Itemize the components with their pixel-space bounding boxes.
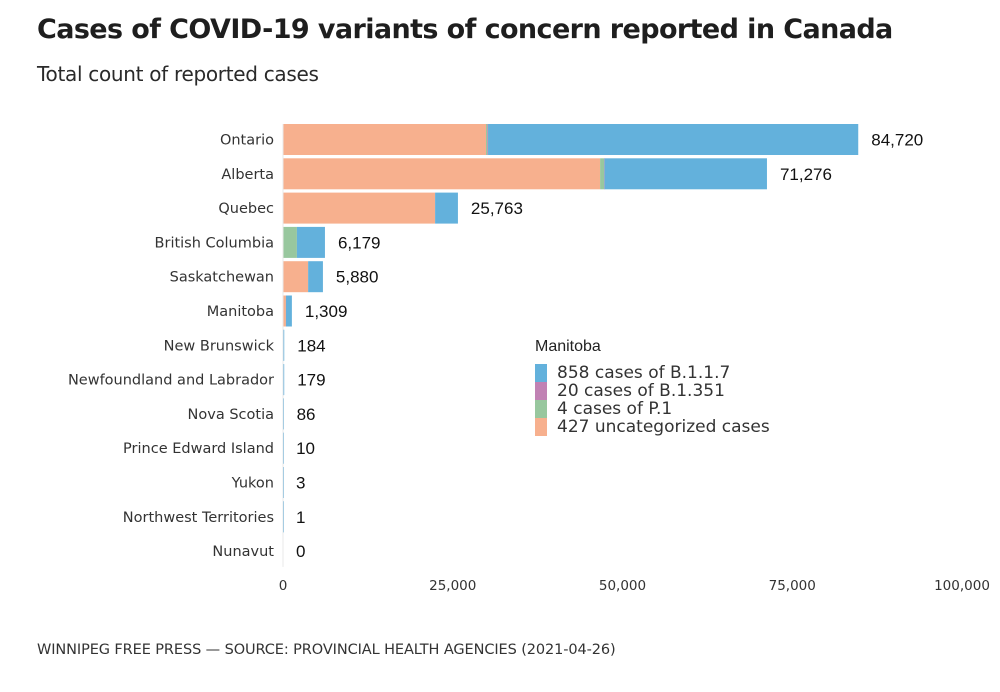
category-label-saskatchewan: Saskatchewan	[170, 270, 274, 286]
value-label-ontario: 84,720	[871, 131, 923, 150]
legend-swatch-uncategorized	[535, 418, 547, 436]
category-labels: Ontario Alberta Quebec British Columbia Sask…	[68, 133, 275, 561]
bar-british-columbia-b-1-1-7	[296, 226, 325, 258]
value-label-prince-edward-island: 10	[296, 439, 315, 458]
value-label-northwest-territories: 1	[296, 508, 305, 527]
value-label-yukon: 3	[296, 474, 305, 493]
category-label-prince-edward-island: Prince Edward Island	[123, 441, 274, 457]
value-label-nunavut: 0	[296, 542, 305, 561]
bar-ontario-b-1-351	[487, 124, 489, 155]
x-tick-label-3: 75,000	[769, 578, 816, 594]
bar-quebec-b-1-1-7	[435, 192, 458, 224]
x-tick-label-0: 0	[279, 578, 288, 594]
legend-item-uncategorized: 427 uncategorized cases	[535, 418, 770, 436]
value-labels: 84,720 71,276 25,763 6,179 5,880 1,309 184 179 8…	[296, 131, 923, 562]
bar-quebec-uncategorized	[283, 192, 436, 224]
legend-item-p1: 4 cases of P.1	[535, 400, 770, 418]
bar-ontario-uncategorized	[283, 124, 487, 155]
bar-saskatchewan-uncategorized	[283, 261, 309, 293]
value-label-manitoba: 1,309	[305, 302, 348, 321]
legend-label-p1: 4 cases of P.1	[557, 399, 673, 419]
category-label-newfoundland-and-labrador: Newfoundland and Labrador	[68, 373, 274, 389]
category-label-manitoba: Manitoba	[207, 304, 274, 320]
chart-title: Cases of COVID-19 variants of concern re…	[37, 14, 893, 45]
x-tick-label-2: 50,000	[599, 578, 646, 594]
legend-label-b117: 858 cases of B.1.1.7	[557, 363, 731, 383]
bar-alberta-b-1-1-7	[604, 158, 767, 190]
value-label-saskatchewan: 5,880	[336, 268, 379, 287]
bar-manitoba-uncategorized	[283, 295, 286, 327]
value-label-alberta: 71,276	[780, 165, 832, 184]
category-label-quebec: Quebec	[218, 201, 274, 217]
category-label-nova-scotia: Nova Scotia	[188, 407, 274, 423]
bars-group	[283, 124, 859, 533]
legend-item-b1351: 20 cases of B.1.351	[535, 382, 770, 400]
bar-manitoba-b-1-1-7	[286, 295, 292, 327]
bar-alberta-uncategorized	[283, 158, 601, 190]
legend-item-b117: 858 cases of B.1.1.7	[535, 364, 770, 382]
category-label-british-columbia: British Columbia	[155, 235, 274, 251]
category-label-yukon: Yukon	[231, 476, 274, 492]
category-label-northwest-territories: Northwest Territories	[123, 510, 274, 526]
x-tick-label-4: 100,000	[934, 578, 990, 594]
value-label-newfoundland-and-labrador: 179	[297, 371, 325, 390]
bar-alberta-p-1	[600, 158, 605, 190]
bar-ontario-b-1-1-7	[488, 124, 859, 155]
x-tick-label-1: 25,000	[429, 578, 476, 594]
value-label-quebec: 25,763	[471, 199, 523, 218]
category-label-ontario: Ontario	[220, 133, 274, 149]
category-label-new-brunswick: New Brunswick	[164, 338, 275, 354]
value-label-nova-scotia: 86	[297, 405, 316, 424]
value-label-new-brunswick: 184	[297, 336, 325, 355]
legend-swatch-b1351	[535, 382, 547, 400]
legend-swatch-b117	[535, 364, 547, 382]
legend-title: Manitoba	[535, 338, 601, 355]
source-note: WINNIPEG FREE PRESS — SOURCE: PROVINCIAL…	[37, 642, 616, 658]
bar-british-columbia-p-1	[283, 226, 297, 258]
legend: Manitoba 858 cases of B.1.1.7 20 cases o…	[535, 338, 770, 436]
chart-subtitle: Total count of reported cases	[37, 62, 319, 86]
value-label-british-columbia: 6,179	[338, 233, 381, 252]
legend-label-b1351: 20 cases of B.1.351	[557, 381, 725, 401]
legend-swatch-p1	[535, 400, 547, 418]
legend-label-uncategorized: 427 uncategorized cases	[557, 417, 770, 437]
bar-saskatchewan-b-1-1-7	[308, 261, 323, 293]
x-axis-ticks: 0 25,000 50,000 75,000 100,000	[279, 124, 990, 594]
category-label-nunavut: Nunavut	[212, 544, 274, 560]
category-label-alberta: Alberta	[221, 167, 274, 183]
bar-ontario-p-1	[486, 124, 488, 155]
